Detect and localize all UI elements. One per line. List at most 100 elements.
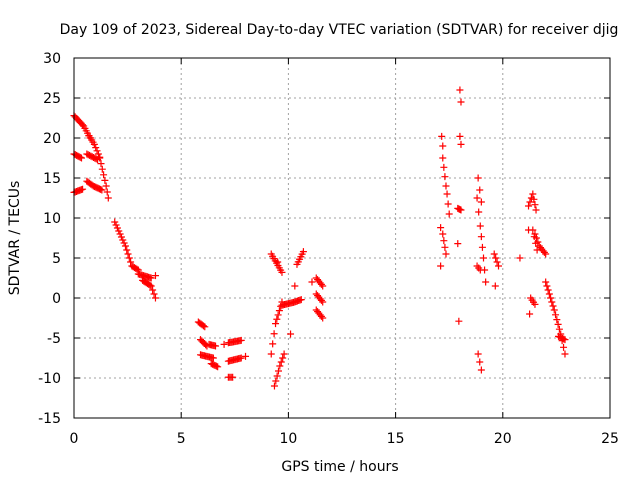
data-point — [490, 250, 498, 258]
data-point — [549, 302, 557, 310]
data-point — [274, 367, 282, 375]
x-tick-label: 25 — [601, 431, 619, 447]
data-point — [457, 140, 465, 148]
data-point — [273, 372, 281, 380]
data-point — [532, 206, 540, 214]
data-point — [291, 282, 299, 290]
data-point — [270, 330, 278, 338]
data-point — [280, 350, 288, 358]
data-point — [267, 350, 275, 358]
data-point — [78, 121, 86, 129]
data-point — [442, 182, 450, 190]
data-point — [279, 354, 287, 362]
data-point — [317, 312, 325, 320]
data-point — [273, 315, 281, 323]
data-point — [455, 317, 463, 325]
data-point — [297, 296, 305, 304]
data-point — [117, 233, 125, 241]
data-point — [554, 320, 562, 328]
data-point — [94, 156, 102, 164]
data-point — [543, 282, 551, 290]
data-point — [477, 233, 485, 241]
data-point — [437, 262, 445, 270]
data-point — [493, 258, 501, 266]
data-point — [474, 174, 482, 182]
data-point — [552, 311, 560, 319]
data-point — [121, 242, 129, 250]
data-point — [553, 316, 561, 324]
data-point — [476, 358, 484, 366]
data-point — [443, 190, 451, 198]
data-point — [100, 171, 108, 179]
data-point — [201, 323, 209, 331]
data-point — [151, 272, 159, 280]
y-tick-label: 5 — [52, 251, 61, 267]
data-point — [275, 307, 283, 315]
data-point — [526, 198, 534, 206]
data-point — [317, 296, 325, 304]
data-point — [92, 155, 100, 163]
data-point — [457, 206, 465, 214]
data-point — [437, 224, 445, 232]
data-point — [209, 354, 217, 362]
y-tick-label: 30 — [43, 51, 61, 67]
data-point — [529, 190, 537, 198]
data-point — [545, 290, 553, 298]
data-point — [475, 208, 483, 216]
data-point — [477, 198, 485, 206]
data-point — [526, 310, 534, 318]
data-point — [274, 311, 282, 319]
data-point — [103, 188, 111, 196]
data-point — [442, 250, 450, 258]
axis-ticks: 0 5 10 15 20 25 -15 -10 -5 0 5 10 15 20 25 30 — [38, 51, 619, 447]
data-point — [272, 320, 280, 328]
data-point — [441, 173, 449, 181]
data-point — [457, 98, 465, 106]
data-point — [319, 314, 327, 322]
x-tick-label: 20 — [494, 431, 512, 447]
data-point — [516, 254, 524, 262]
data-point — [550, 306, 558, 314]
data-point — [147, 274, 155, 282]
data-point — [456, 132, 464, 140]
data-point — [123, 246, 131, 254]
data-point — [237, 354, 245, 362]
data-point — [478, 243, 486, 251]
data-point — [531, 201, 539, 209]
data-point — [92, 144, 100, 152]
data-point — [560, 335, 568, 343]
data-point — [492, 254, 500, 262]
data-point — [270, 382, 278, 390]
data-point — [272, 377, 280, 385]
data-marks — [70, 86, 569, 390]
data-point — [116, 230, 124, 238]
chart-title: Day 109 of 2023, Sidereal Day-to-day VTE… — [60, 22, 619, 38]
data-point — [482, 278, 490, 286]
data-point — [474, 350, 482, 358]
y-tick-label: 10 — [43, 211, 61, 227]
y-tick-label: -5 — [47, 331, 61, 347]
data-point — [542, 250, 550, 258]
data-point — [212, 362, 220, 370]
data-point — [274, 258, 282, 266]
data-point — [101, 176, 109, 184]
data-point — [199, 322, 207, 330]
data-point — [491, 282, 499, 290]
data-point — [112, 221, 120, 229]
data-point — [530, 195, 538, 203]
data-point — [560, 343, 568, 351]
y-tick-label: 0 — [52, 291, 61, 307]
y-tick-label: 25 — [43, 91, 61, 107]
data-point — [441, 243, 449, 251]
data-point — [440, 237, 448, 245]
data-point — [439, 154, 447, 162]
data-point — [544, 286, 552, 294]
data-point — [548, 298, 556, 306]
data-point — [317, 280, 325, 288]
data-point — [149, 286, 157, 294]
x-tick-label: 10 — [279, 431, 297, 447]
data-point — [456, 86, 464, 94]
data-point — [525, 226, 533, 234]
data-point — [319, 298, 327, 306]
